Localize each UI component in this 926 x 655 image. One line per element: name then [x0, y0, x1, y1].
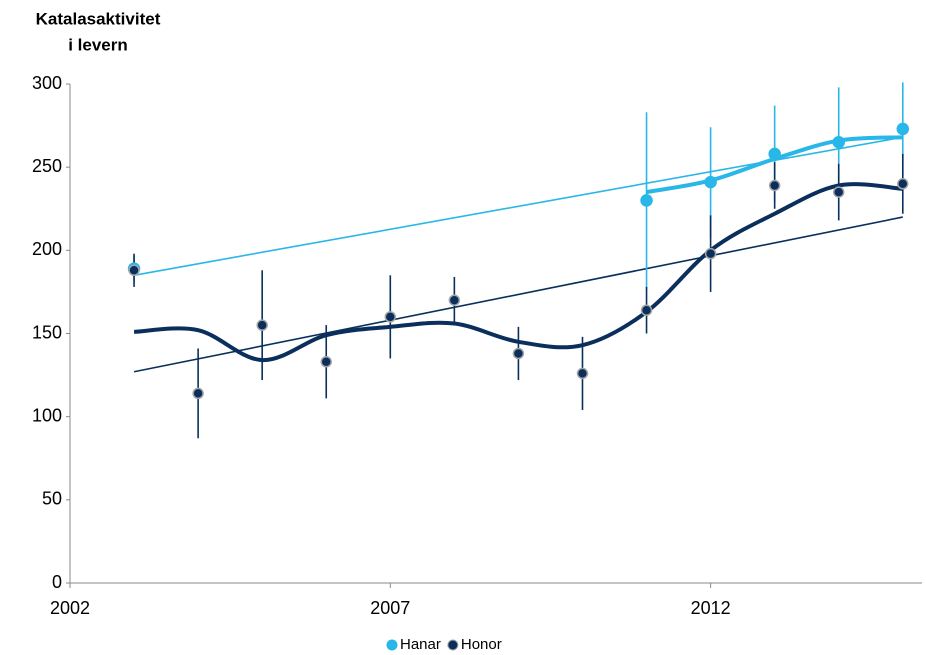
data-point — [128, 264, 140, 277]
data-point — [832, 186, 845, 198]
data-point — [832, 135, 845, 149]
data-point — [576, 367, 589, 380]
data-point — [320, 356, 332, 368]
legend-marker — [447, 639, 459, 651]
y-axis-title: Katalasaktivitet — [36, 9, 161, 28]
y-tick-label: 300 — [32, 73, 62, 93]
x-tick-label: 2002 — [50, 598, 90, 618]
data-point — [704, 175, 717, 189]
y-tick-label: 50 — [42, 489, 62, 509]
y-tick-label: 250 — [32, 156, 62, 176]
data-point — [897, 178, 909, 190]
data-point — [256, 319, 268, 331]
x-tick-label: 2012 — [691, 598, 731, 618]
data-point — [512, 347, 525, 360]
legend-label: Honor — [461, 636, 502, 653]
legend-marker — [386, 639, 398, 651]
y-tick-label: 0 — [52, 572, 62, 592]
data-point — [704, 247, 717, 260]
legend-label: Hanar — [400, 636, 441, 653]
data-point — [192, 387, 204, 400]
data-point — [896, 122, 910, 136]
y-tick-label: 150 — [32, 322, 62, 342]
x-tick-label: 2007 — [370, 598, 410, 618]
smooth-line — [133, 182, 903, 363]
data-point — [384, 311, 397, 323]
y-tick-label: 200 — [32, 239, 62, 259]
data-point — [640, 194, 653, 207]
data-point — [640, 304, 653, 316]
data-point — [448, 294, 461, 306]
y-tick-label: 100 — [32, 405, 62, 425]
data-point — [768, 147, 781, 161]
y-axis-title: i levern — [68, 35, 128, 54]
data-point — [768, 179, 781, 192]
